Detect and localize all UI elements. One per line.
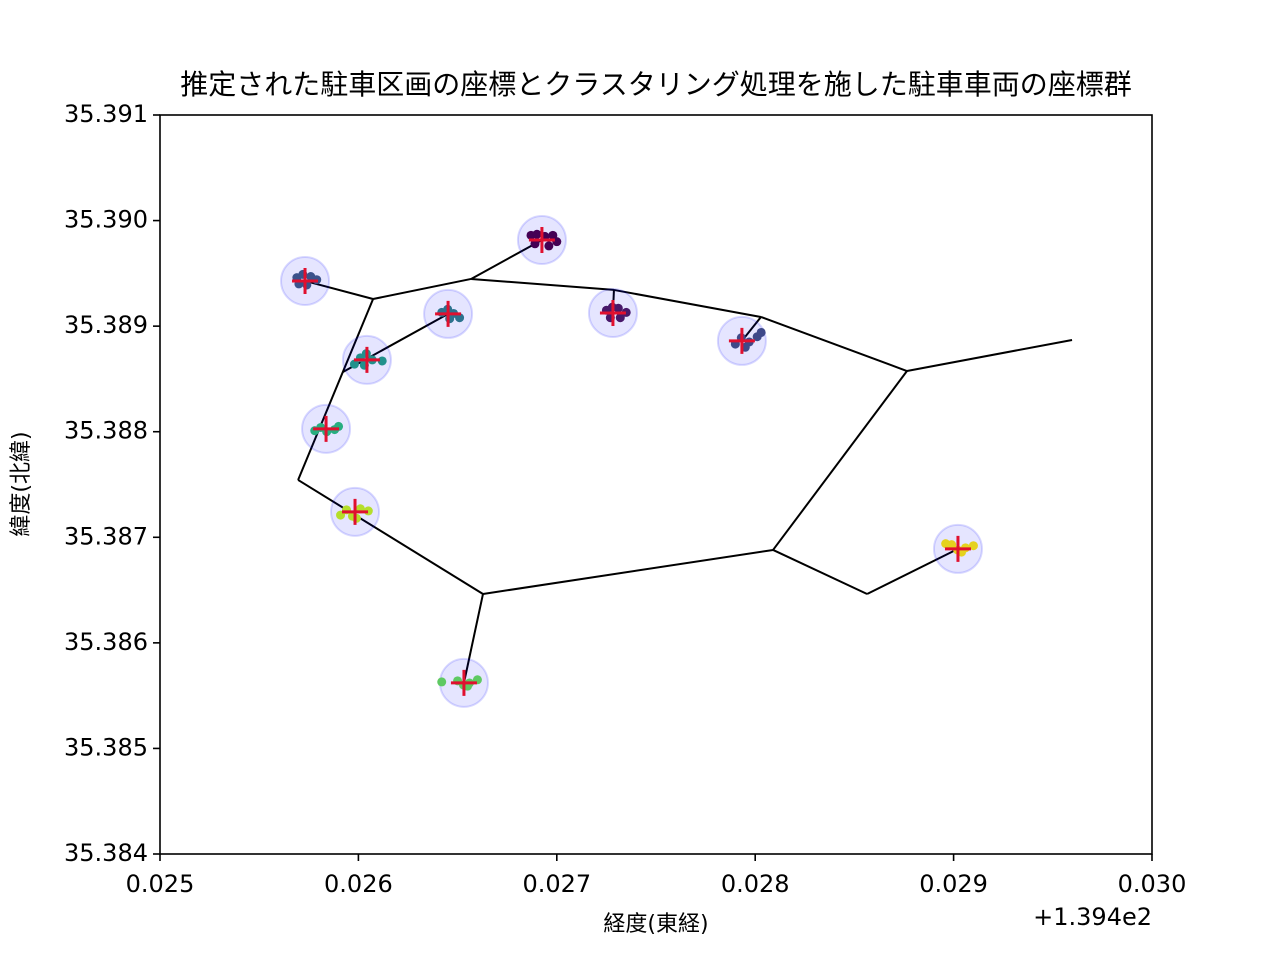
x-tick-label: 0.025 <box>126 870 195 898</box>
cluster-center <box>944 535 971 562</box>
x-tick-label: 0.029 <box>919 870 988 898</box>
vehicle-point <box>544 241 554 251</box>
y-tick-label: 35.388 <box>64 417 148 445</box>
x-offset-label: +1.394e2 <box>1033 903 1152 931</box>
road-segment <box>471 277 615 291</box>
road-segment <box>772 549 868 595</box>
y-tick-label: 35.391 <box>64 100 148 128</box>
vehicle-point <box>613 303 623 313</box>
y-tick-label: 35.384 <box>64 839 148 867</box>
road-segment <box>866 548 959 595</box>
x-axis-label: 経度(東経) <box>603 912 708 937</box>
road-segment <box>760 316 908 372</box>
vehicle-point <box>455 313 465 323</box>
x-tick-label: 0.027 <box>522 870 591 898</box>
x-tick-label: 0.028 <box>721 870 790 898</box>
x-tick-label: 0.030 <box>1118 870 1187 898</box>
y-tick-label: 35.386 <box>64 628 148 656</box>
cluster-center <box>292 267 319 294</box>
cluster-center <box>599 299 626 326</box>
vehicle-point <box>621 307 631 317</box>
y-axis-label: 緯度(北緯) <box>9 431 34 536</box>
road-segment <box>482 548 774 595</box>
road-segment <box>297 479 484 595</box>
vehicle-point <box>968 541 978 551</box>
y-tick-label: 35.390 <box>64 206 148 234</box>
vehicle-point <box>756 327 766 337</box>
vehicle-point <box>349 359 359 369</box>
road-segment <box>613 288 762 318</box>
vehicle-point <box>530 239 540 249</box>
vehicle-point <box>615 313 625 323</box>
cluster-center <box>450 669 477 696</box>
vehicle-point <box>437 677 447 687</box>
road-segment <box>906 338 1073 372</box>
road-segment <box>772 370 908 551</box>
vehicle-point <box>532 229 542 239</box>
vehicle-point <box>445 314 455 324</box>
cluster-center <box>342 498 369 525</box>
y-tick-label: 35.385 <box>64 733 148 761</box>
road-segment <box>297 298 375 481</box>
vehicle-point <box>947 540 957 550</box>
road-segment <box>470 239 543 280</box>
plot-area <box>280 214 1073 708</box>
road-segment <box>462 593 484 684</box>
cluster-center <box>435 300 462 327</box>
cluster-center <box>728 327 755 354</box>
road-segment <box>372 277 472 300</box>
vehicle-point <box>377 356 387 366</box>
x-tick-label: 0.026 <box>324 870 393 898</box>
axes-frame <box>159 114 1153 855</box>
y-tick-label: 35.387 <box>64 522 148 550</box>
cluster-center <box>528 226 555 253</box>
y-tick-label: 35.389 <box>64 311 148 339</box>
cluster-center <box>313 415 340 442</box>
chart-title: 推定された駐車区画の座標とクラスタリング処理を施した駐車車両の座標群 <box>180 68 1131 101</box>
cluster-center <box>353 346 380 373</box>
